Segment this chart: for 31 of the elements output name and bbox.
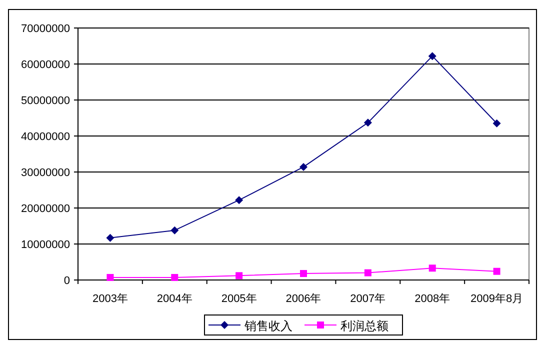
x-tick-label: 2005年 bbox=[221, 293, 257, 305]
legend-label: 利润总额 bbox=[340, 319, 388, 333]
x-tick-label: 2006年 bbox=[286, 293, 322, 305]
point bbox=[236, 272, 243, 280]
point bbox=[106, 274, 114, 281]
y-tick-label: 60000000 bbox=[21, 59, 70, 71]
x-tick-label: 2003年 bbox=[92, 293, 128, 305]
point bbox=[300, 270, 307, 278]
point bbox=[493, 268, 500, 275]
point bbox=[364, 269, 372, 276]
point bbox=[300, 162, 308, 171]
y-tick-label: 20000000 bbox=[21, 203, 70, 215]
point bbox=[364, 118, 372, 127]
y-tick-label: 0 bbox=[64, 275, 70, 287]
y-tick-label: 40000000 bbox=[21, 131, 70, 143]
point bbox=[492, 119, 501, 128]
x-tick-label: 2007年 bbox=[350, 293, 386, 305]
point bbox=[170, 226, 179, 234]
y-tick-label: 70000000 bbox=[21, 23, 70, 35]
point bbox=[428, 264, 436, 272]
x-tick-label: 2004年 bbox=[156, 293, 192, 305]
point bbox=[106, 234, 114, 242]
y-tick-label: 30000000 bbox=[21, 167, 70, 179]
y-tick-label: 10000000 bbox=[21, 239, 70, 251]
legend-label: 销售收入 bbox=[244, 319, 292, 333]
y-tick-label: 50000000 bbox=[21, 95, 70, 107]
point bbox=[428, 52, 436, 60]
x-tick-label: 2009年8月 bbox=[470, 293, 524, 305]
point bbox=[235, 196, 244, 204]
x-tick-label: 2008年 bbox=[414, 293, 450, 305]
point bbox=[171, 274, 178, 281]
